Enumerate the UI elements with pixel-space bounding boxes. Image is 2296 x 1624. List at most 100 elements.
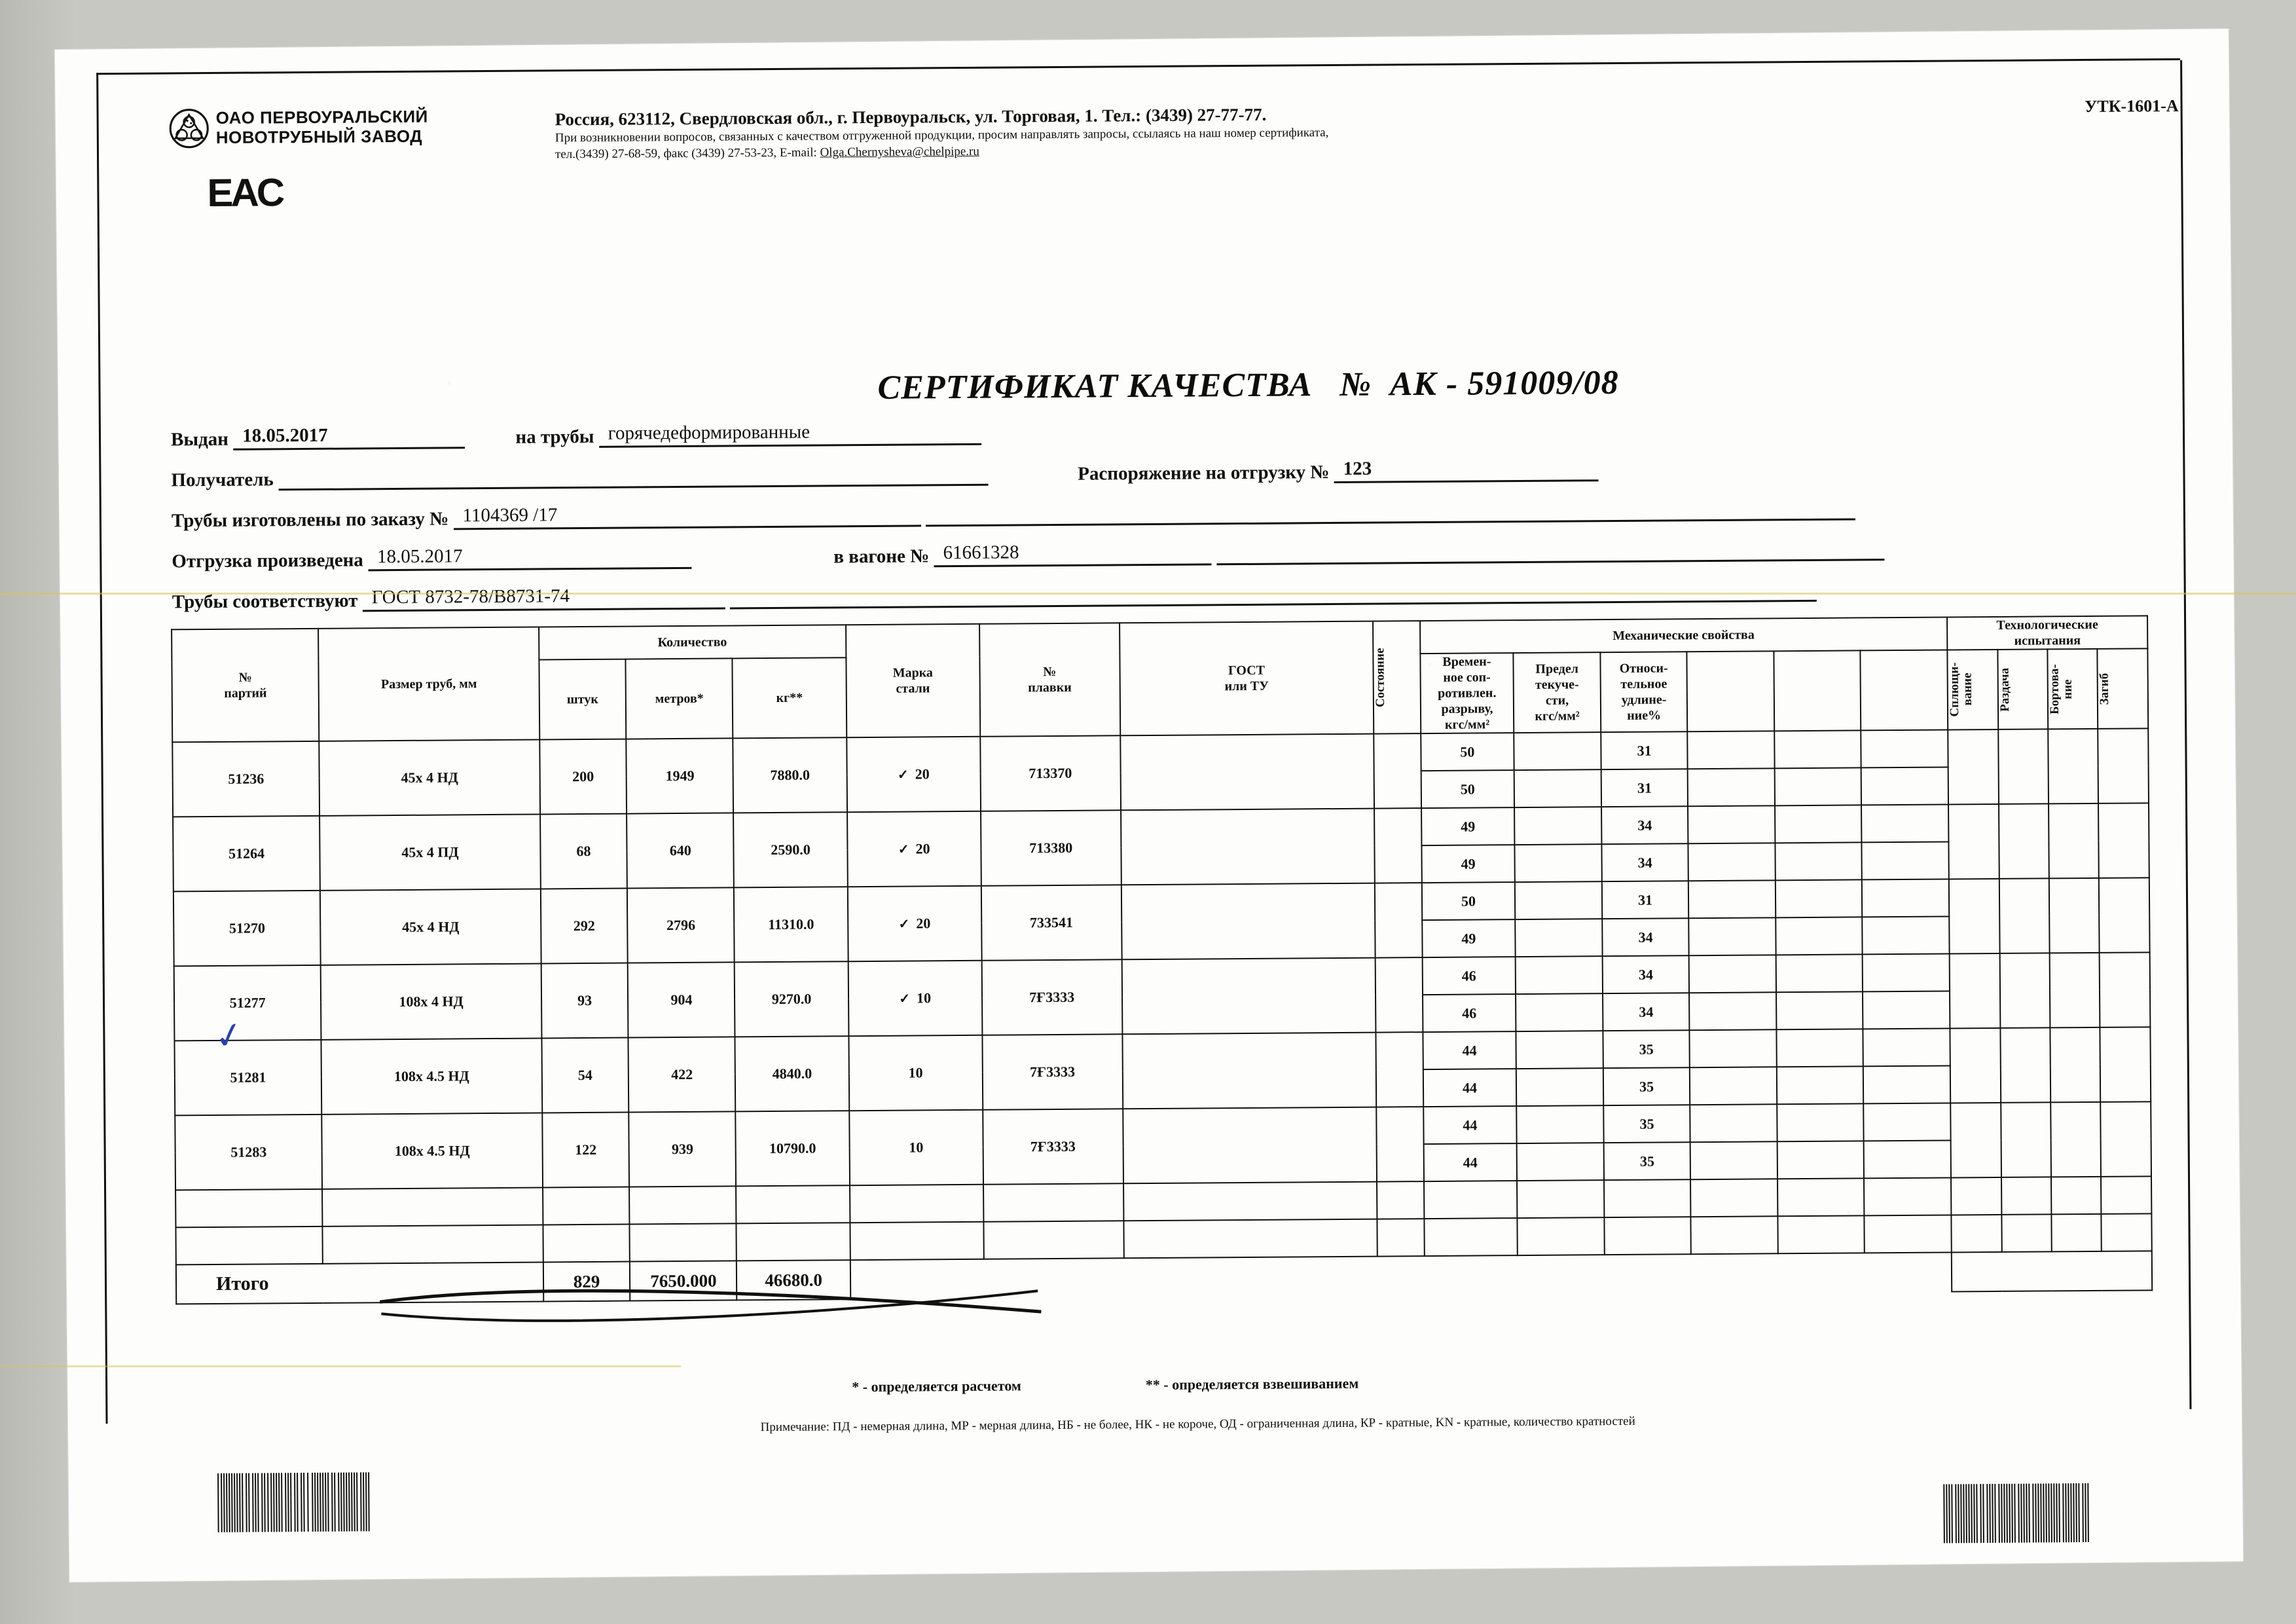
cell-yield [1516,1105,1604,1144]
certificate-form-fields: Выдан 18.05.2017 на трубы горячедеформир… [171,412,2136,629]
cell-elongation: 34 [1602,993,1690,1031]
cell-mech-extra-1 [1689,1029,1777,1068]
cell-expansion [1997,729,2049,804]
shipment-order-label: Распоряжение на отгрузку № [1078,462,1330,485]
cell-mech-extra-2 [1774,805,1862,843]
cell-mech-extra-1 [1688,805,1776,844]
cell-flattening [1950,1027,2001,1103]
cell-size [322,1225,543,1264]
pipes-type-value[interactable]: горячедеформированные [598,420,981,448]
th-elongation-label: Относи- тельное удлине- ние% [1619,661,1668,723]
check-mark-icon: ✓ [898,917,910,932]
th-bending-label: Загиб [2098,673,2112,705]
cell-meters [629,1223,737,1262]
th-flattening: Сплющи- вание [1947,649,1998,730]
cell-tensile [1423,1218,1518,1257]
cell-expansion [1998,803,2049,879]
cell-meters: 2796 [627,887,735,963]
th-yield: Предел текуче- сти, кгс/мм² [1513,652,1601,733]
cell-expansion [1999,878,2050,953]
th-tech-label: Технологические испытания [1996,617,2098,648]
receiver-value[interactable] [278,482,989,491]
cell-size: 45х 4 ПД [319,814,541,891]
th-heat: № плавки [979,623,1121,737]
barcode-left [217,1472,371,1532]
form-code: УТК-1601-А [2085,96,2179,116]
standard-value[interactable]: ГОСТ 8732-78/В8731-74 [362,584,725,612]
cell-elongation: 34 [1602,918,1690,957]
th-kg: кг** [732,657,847,739]
cell-flattening [1948,803,1999,879]
cell-mech-extra-2 [1777,1178,1865,1217]
cell-expansion [2000,1102,2051,1177]
cell-tensile: 49 [1421,919,1516,958]
cell-yield [1517,1180,1605,1219]
scan-artifact-line-1 [0,593,2296,595]
issued-date-value[interactable]: 18.05.2017 [233,424,465,451]
order-number-value[interactable]: 1104369 /17 [453,502,921,530]
cell-mech-extra-3 [1864,1177,1952,1216]
shipped-date-value[interactable]: 18.05.2017 [367,544,692,572]
wagon-number-value[interactable]: 61661328 [934,540,1212,568]
cell-bending [2098,728,2149,803]
cell-tensile: 50 [1420,733,1514,771]
th-yield-label: Предел текуче- сти, кгс/мм² [1535,661,1580,724]
cell-elongation [1604,1217,1692,1255]
cell-mech-extra-3 [1863,953,1950,992]
cell-expansion [2001,1177,2052,1215]
cell-flanging [2050,1176,2102,1215]
th-size: Размер труб, мм [318,627,540,741]
cell-tensile: 46 [1422,994,1516,1033]
cell-gost-tu [1121,883,1376,960]
cell-heat: 7Ғ3333 [982,1109,1123,1185]
cell-mech-extra-2 [1775,879,1863,918]
cell-flattening [1948,729,1999,805]
th-elongation: Относи- тельное удлине- ние% [1600,652,1688,733]
cell-elongation: 35 [1603,1067,1690,1106]
cell-condition [1374,808,1422,883]
cell-yield [1515,881,1603,920]
barcode-right [1943,1483,2090,1543]
cell-mech-extra-3 [1862,879,1950,917]
th-bending: Загиб [2097,648,2149,729]
cell-flanging [2050,1101,2102,1177]
cell-condition [1374,733,1421,809]
cell-steel-grade: 10 [848,1035,983,1111]
th-pieces-label: штук [566,692,598,707]
th-mech-extra-3 [1860,650,1948,731]
cell-pieces: 93 [541,963,629,1039]
cell-condition [1377,1219,1425,1257]
cell-heat: 733541 [981,885,1122,961]
cell-steel-grade [849,1184,984,1223]
cell-kg: 11310.0 [734,887,848,963]
cell-kg: 4840.0 [735,1036,849,1112]
th-meters-label: метров* [655,691,704,707]
cell-steel-grade: ✓ 10 [848,960,983,1037]
cell-kg [736,1185,850,1224]
th-flattening-label: Сплющи- вание [1947,662,1975,718]
cell-mech-extra-1 [1689,992,1777,1031]
th-mech-group: Механические свойства [1419,617,1948,654]
cell-elongation [1603,1179,1691,1218]
cell-mech-extra-1 [1688,880,1776,919]
cell-meters: 939 [629,1111,737,1187]
cell-bending [2099,877,2150,953]
th-flanging: Бортова- ние [2047,648,2098,729]
receiver-label: Получатель [171,469,274,491]
footnote-star2: ** - определяется взвешиванием [1145,1375,1359,1393]
th-gost-tu-label: ГОСТ или ТУ [1224,663,1269,694]
cell-elongation: 31 [1601,769,1688,807]
th-condition: Состояние [1373,621,1421,734]
th-expansion: Раздача [1997,649,2049,729]
cell-kg: 10790.0 [735,1111,850,1187]
th-meters: метров* [625,658,733,739]
cell-heat: 713380 [980,810,1121,886]
shipment-order-value[interactable]: 123 [1334,456,1599,484]
cell-elongation: 34 [1601,806,1688,845]
cell-pieces: 54 [541,1037,629,1113]
th-mech-label: Механические свойства [1613,627,1755,644]
cell-condition [1376,1107,1424,1182]
cell-mech-extra-3 [1863,1028,1950,1067]
cell-mech-extra-2 [1776,991,1863,1030]
cell-meters: 1949 [626,738,734,814]
